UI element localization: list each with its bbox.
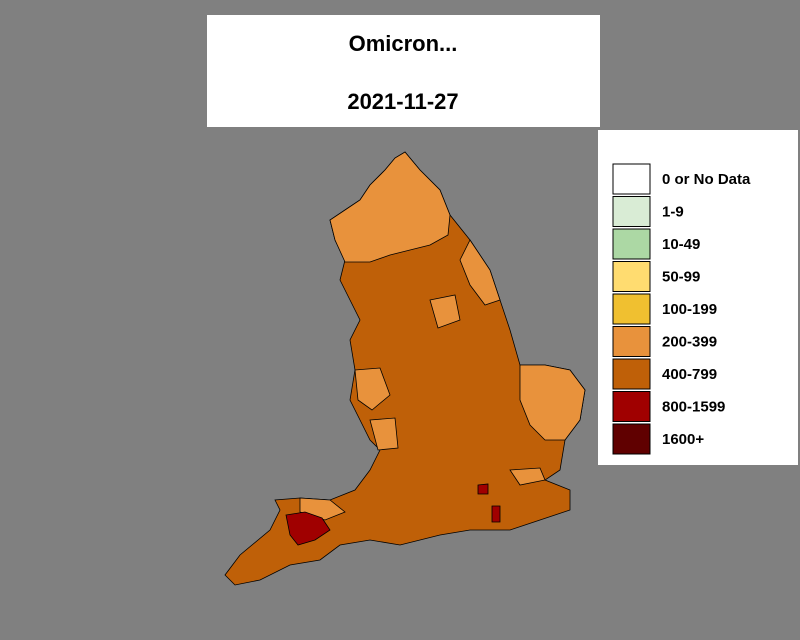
legend-swatch xyxy=(612,163,651,195)
legend-label: 1600+ xyxy=(662,431,704,448)
legend-swatch xyxy=(612,261,651,292)
legend-swatch xyxy=(612,228,651,260)
map-region xyxy=(459,239,501,306)
map-region xyxy=(477,483,489,495)
legend-swatch xyxy=(612,326,651,357)
legend: 0 or No Data 1-9 10-49 50-99 100-199 200-399 4… xyxy=(612,163,751,455)
date: 2021-11-27 xyxy=(347,89,458,114)
map-region xyxy=(491,505,501,523)
legend-label: 1-9 xyxy=(662,203,684,220)
map-region xyxy=(429,294,461,329)
england-map xyxy=(224,151,586,586)
map-region xyxy=(519,364,586,441)
legend-swatch xyxy=(612,196,651,227)
legend-swatch xyxy=(612,358,651,390)
title-box xyxy=(207,15,600,127)
map-region xyxy=(369,417,399,451)
legend-label: 50-99 xyxy=(662,268,700,285)
legend-label: 800-1599 xyxy=(662,398,725,415)
legend-label: 200-399 xyxy=(662,333,717,350)
title: Omicron... xyxy=(349,31,458,56)
legend-label: 10-49 xyxy=(662,236,700,253)
map-region xyxy=(285,511,331,546)
legend-label: 0 or No Data xyxy=(662,171,751,188)
legend-swatch xyxy=(612,391,651,422)
legend-label: 100-199 xyxy=(662,301,717,318)
legend-swatch xyxy=(612,423,651,455)
legend-label: 400-799 xyxy=(662,366,717,383)
map-region xyxy=(509,467,546,486)
map-region xyxy=(329,151,451,263)
map-region xyxy=(354,367,391,411)
legend-swatch xyxy=(612,293,651,325)
